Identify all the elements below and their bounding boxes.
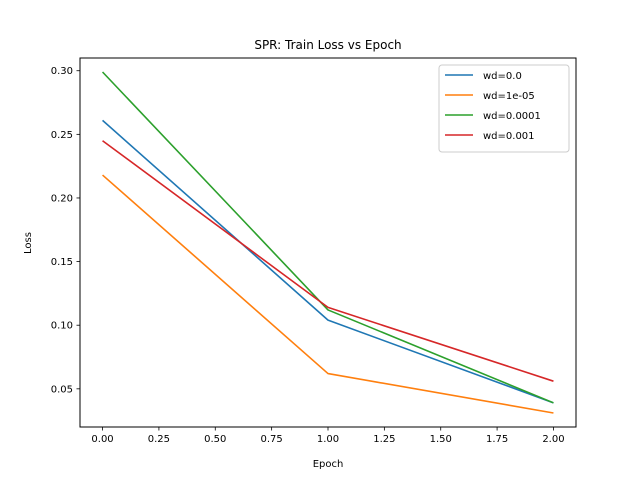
x-tick-label: 2.00 — [542, 434, 564, 445]
legend-entry-label: wd=0.0001 — [483, 111, 541, 122]
plot-area — [101, 71, 554, 414]
x-tick-label: 0.00 — [91, 434, 113, 445]
y-tick-label: 0.15 — [51, 257, 73, 268]
x-tick-label: 1.25 — [373, 434, 395, 445]
series-line-3 — [102, 140, 554, 382]
x-axis: 0.00 0.25 0.50 0.75 1.00 1.25 1.50 1.75 2.00 — [91, 427, 565, 445]
y-axis: 0.05 0.10 0.15 0.20 0.25 0.30 — [51, 66, 80, 395]
y-tick-label: 0.10 — [51, 321, 73, 332]
series-line-1 — [102, 174, 554, 414]
legend-entry-label: wd=0.0 — [483, 71, 522, 82]
x-axis-label: Epoch — [313, 459, 344, 470]
x-tick-label: 0.25 — [148, 434, 170, 445]
x-tick-label: 1.75 — [486, 434, 508, 445]
chart-title: SPR: Train Loss vs Epoch — [254, 38, 401, 52]
series-line-0 — [102, 119, 554, 404]
series-line-2 — [101, 71, 554, 404]
y-tick-label: 0.20 — [51, 193, 73, 204]
x-tick-label: 0.50 — [204, 434, 226, 445]
y-tick-label: 0.25 — [51, 130, 73, 141]
legend-box — [438, 64, 570, 153]
y-tick-label: 0.30 — [51, 66, 73, 77]
y-tick-label: 0.05 — [51, 384, 73, 395]
x-tick-label: 1.00 — [317, 434, 339, 445]
legend-entry-label: wd=1e-05 — [483, 91, 535, 102]
x-tick-label: 1.50 — [430, 434, 452, 445]
x-tick-label: 0.75 — [261, 434, 283, 445]
legend: wd=0.0 wd=1e-05 wd=0.0001 wd=0.001 — [438, 64, 570, 153]
legend-entry-label: wd=0.001 — [483, 131, 535, 142]
y-axis-label: Loss — [23, 232, 34, 254]
